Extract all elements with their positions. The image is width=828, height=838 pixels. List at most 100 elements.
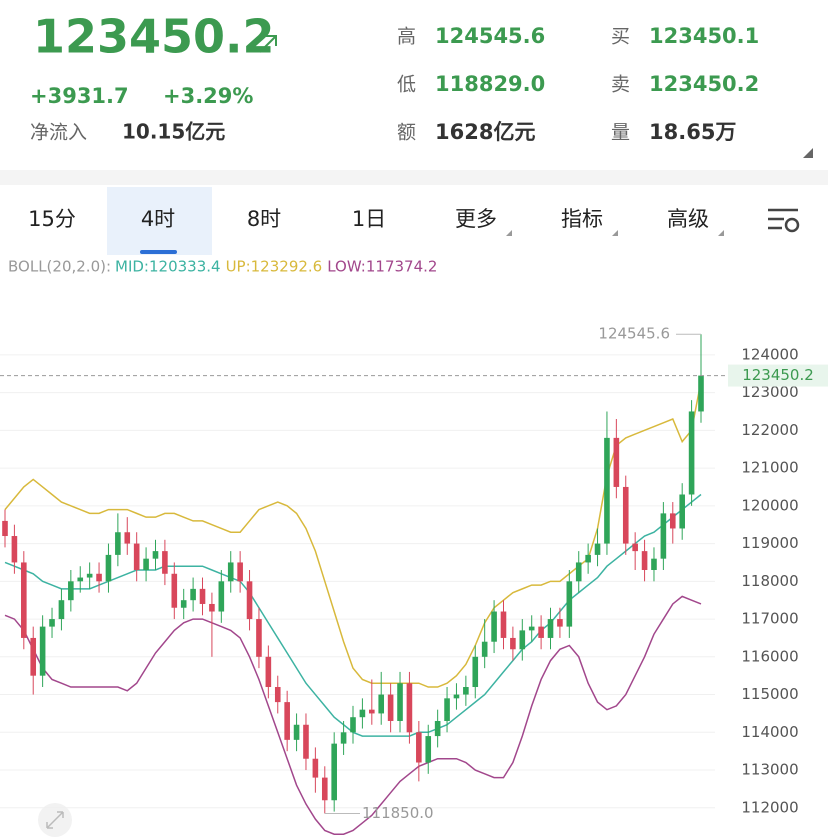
candle-body <box>491 611 497 642</box>
price: 123450.2 <box>33 10 275 64</box>
legend-entry: LOW:117374.2 <box>327 258 437 276</box>
last-price-label: 123450.2 <box>742 366 814 384</box>
y-tick-label: 115000 <box>741 685 798 703</box>
candle-body <box>143 558 149 570</box>
candle-body <box>416 732 422 763</box>
candle-body <box>406 683 413 733</box>
tab[interactable]: 1日 <box>352 207 386 231</box>
candle-body <box>284 702 290 740</box>
candle-body <box>105 554 112 582</box>
candle-body <box>2 520 8 537</box>
y-tick-label: 119000 <box>741 534 798 552</box>
candle-body <box>227 562 234 582</box>
candle-body <box>246 581 253 620</box>
candle-body <box>528 626 535 631</box>
candle-body <box>613 437 620 487</box>
tab[interactable]: 更多 <box>455 207 497 231</box>
stat-label: 买 <box>611 26 630 48</box>
settings-icon[interactable] <box>768 208 800 233</box>
min-label: 111850.0 <box>362 804 434 822</box>
tab-dropdown <box>612 230 618 236</box>
candle-body <box>463 687 469 695</box>
stat-value: 118829.0 <box>435 72 545 96</box>
candle-body <box>359 709 366 718</box>
candle-body <box>321 777 328 801</box>
candle-body <box>180 600 187 608</box>
candle-body <box>162 551 168 574</box>
boll-line <box>4 381 702 688</box>
candle-body <box>585 554 591 563</box>
y-tick-label: 112000 <box>741 798 798 816</box>
candle-body <box>21 562 27 638</box>
candle-body <box>256 619 262 657</box>
active-tab-bg <box>107 187 212 255</box>
separator <box>0 170 828 185</box>
stat-value: 1628亿元 <box>435 120 535 144</box>
tab[interactable]: 8时 <box>247 207 281 231</box>
tab[interactable]: 高级 <box>667 207 709 231</box>
last-price-box <box>728 364 828 387</box>
candle-body <box>472 656 479 688</box>
candle-body <box>303 724 309 759</box>
candle-body <box>387 694 394 721</box>
candle-body <box>481 641 488 657</box>
candle-body <box>77 577 84 582</box>
candle-body <box>209 603 215 612</box>
tab[interactable]: 15分 <box>28 207 76 231</box>
candle-body <box>171 573 178 608</box>
candle-body <box>397 683 403 721</box>
candle-body <box>669 513 676 529</box>
candle-body <box>293 724 300 740</box>
candle-body <box>331 743 337 801</box>
tab[interactable]: 4时 <box>141 207 175 231</box>
y-tick-label: 122000 <box>741 421 798 439</box>
y-tick-label: 120000 <box>741 496 798 514</box>
candle-body <box>96 573 102 582</box>
stat-label: 低 <box>397 74 416 96</box>
netflow-label: 净流入 <box>30 122 87 144</box>
y-tick-label: 117000 <box>741 610 798 628</box>
candle-body <box>575 562 582 582</box>
candle-body <box>547 619 554 638</box>
candle-body <box>274 687 281 703</box>
stat-label: 量 <box>611 122 630 144</box>
candle-body <box>350 717 356 733</box>
expand-icon[interactable] <box>38 803 72 837</box>
candle-body <box>434 720 441 737</box>
y-tick-label: 116000 <box>741 647 798 665</box>
tab[interactable]: 指标 <box>561 207 603 231</box>
candle-body <box>199 588 206 604</box>
candle-body <box>453 694 460 699</box>
candle-body <box>557 619 563 627</box>
candle-body <box>679 494 685 529</box>
candle-body <box>265 656 272 688</box>
stat-value: 18.65万 <box>649 120 736 144</box>
candle-body <box>622 486 629 544</box>
candle-body <box>369 709 375 714</box>
candle-body <box>660 513 667 559</box>
y-tick-label: 118000 <box>741 572 798 590</box>
candle-body <box>340 732 347 744</box>
candle-body <box>237 562 243 582</box>
y-tick-label: 124000 <box>741 345 798 363</box>
stat-value: 123450.2 <box>649 72 759 96</box>
candle-body <box>594 543 601 555</box>
candle-body <box>218 581 225 612</box>
candle-body <box>152 551 159 559</box>
candle-body <box>68 581 74 601</box>
candle-body <box>604 437 610 544</box>
candle-body <box>632 543 638 552</box>
candle-body <box>190 588 196 601</box>
candle-body <box>39 626 46 676</box>
candle-body <box>11 536 18 563</box>
netflow-value: 10.15亿元 <box>122 120 225 144</box>
y-tick-label: 114000 <box>741 723 798 741</box>
stat-value: 123450.1 <box>649 24 759 48</box>
candle-body <box>30 637 37 676</box>
y-tick-label: 121000 <box>741 459 798 477</box>
max-label: 124545.6 <box>598 325 670 343</box>
candle-body <box>698 375 704 412</box>
y-tick-label: 113000 <box>741 761 798 779</box>
tab-dropdown <box>506 230 512 236</box>
